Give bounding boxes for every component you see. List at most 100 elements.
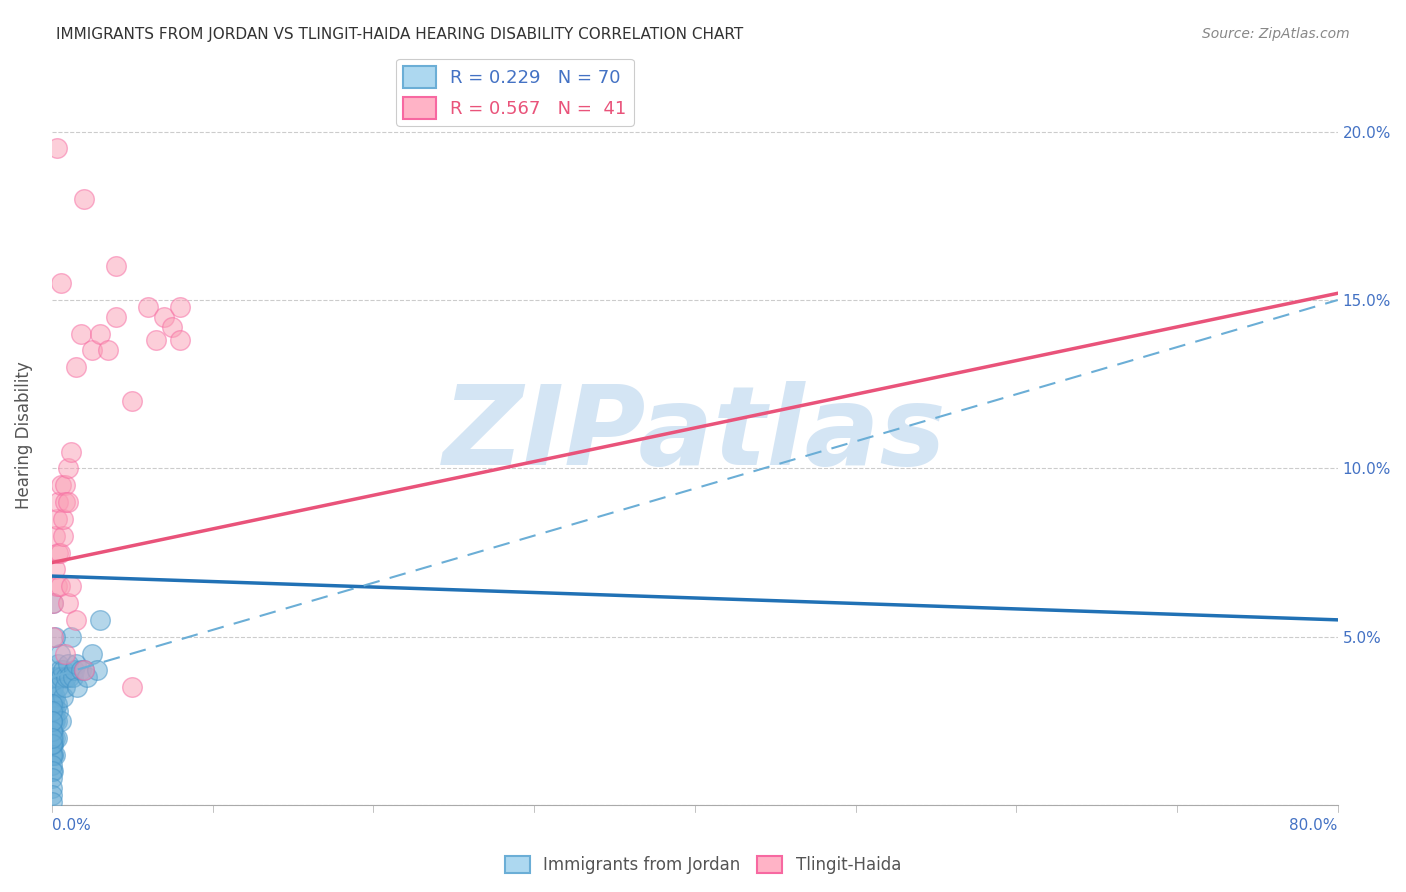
Point [97,343,120,358]
Point [45,697,67,711]
Text: 0.0%: 0.0% [52,818,90,833]
Point [65,613,87,627]
Point [44,630,66,644]
Legend: Immigrants from Jordan, Tlingit-Haida: Immigrants from Jordan, Tlingit-Haida [498,849,908,881]
Point [46,657,69,671]
Point [51,276,73,290]
Text: ZIPatlas: ZIPatlas [443,381,946,488]
Point [46,545,69,559]
Point [42,690,65,705]
Point [44,562,66,576]
Point [58,670,80,684]
Point [60,579,83,593]
Point [42,680,65,694]
Point [41,704,63,718]
Point [52,529,75,543]
Point [49,579,72,593]
Point [80,343,103,358]
Point [42,630,65,644]
Point [56,657,79,671]
Point [45,141,67,155]
Point [60,630,83,644]
Y-axis label: Hearing Disability: Hearing Disability [15,360,32,508]
Point [44,690,66,705]
Point [55,670,77,684]
Point [52,690,75,705]
Point [46,680,69,694]
Point [60,444,83,458]
Text: IMMIGRANTS FROM JORDAN VS TLINGIT-HAIDA HEARING DISABILITY CORRELATION CHART: IMMIGRANTS FROM JORDAN VS TLINGIT-HAIDA … [56,27,744,42]
Point [42,704,65,718]
Point [45,670,67,684]
Point [42,738,65,752]
Point [41,714,63,728]
Point [89,326,111,341]
Point [41,788,63,802]
Point [44,714,66,728]
Point [44,714,66,728]
Point [52,512,75,526]
Point [56,495,79,509]
Point [65,360,87,375]
Point [121,680,143,694]
Point [53,680,76,694]
Point [53,495,76,509]
Text: 80.0%: 80.0% [1289,818,1337,833]
Point [41,723,63,738]
Point [44,529,66,543]
Legend: R = 0.229   N = 70, R = 0.567   N =  41: R = 0.229 N = 70, R = 0.567 N = 41 [396,59,634,126]
Point [41,723,63,738]
Point [41,795,63,809]
Point [53,647,76,661]
Point [121,394,143,409]
Point [51,478,73,492]
Point [69,326,91,341]
Point [42,596,65,610]
Point [53,478,76,492]
Point [49,664,72,678]
Point [56,596,79,610]
Point [42,731,65,745]
Point [45,731,67,745]
Point [42,747,65,762]
Point [41,764,63,779]
Point [105,260,128,274]
Point [51,670,73,684]
Point [41,697,63,711]
Point [136,300,159,314]
Point [42,697,65,711]
Point [41,714,63,728]
Point [41,781,63,796]
Point [44,697,66,711]
Point [73,664,96,678]
Point [105,310,128,324]
Point [51,714,73,728]
Point [42,704,65,718]
Point [42,596,65,610]
Point [41,697,63,711]
Point [73,192,96,206]
Point [49,545,72,559]
Point [41,731,63,745]
Point [65,657,87,671]
Point [46,704,69,718]
Point [44,670,66,684]
Point [169,300,191,314]
Point [49,647,72,661]
Point [63,664,86,678]
Point [44,747,66,762]
Point [66,680,89,694]
Point [41,738,63,752]
Point [69,664,91,678]
Point [44,704,66,718]
Point [86,664,108,678]
Point [41,747,63,762]
Point [46,495,69,509]
Point [145,334,167,348]
Point [41,747,63,762]
Point [45,579,67,593]
Point [41,723,63,738]
Point [89,613,111,627]
Point [42,764,65,779]
Point [44,731,66,745]
